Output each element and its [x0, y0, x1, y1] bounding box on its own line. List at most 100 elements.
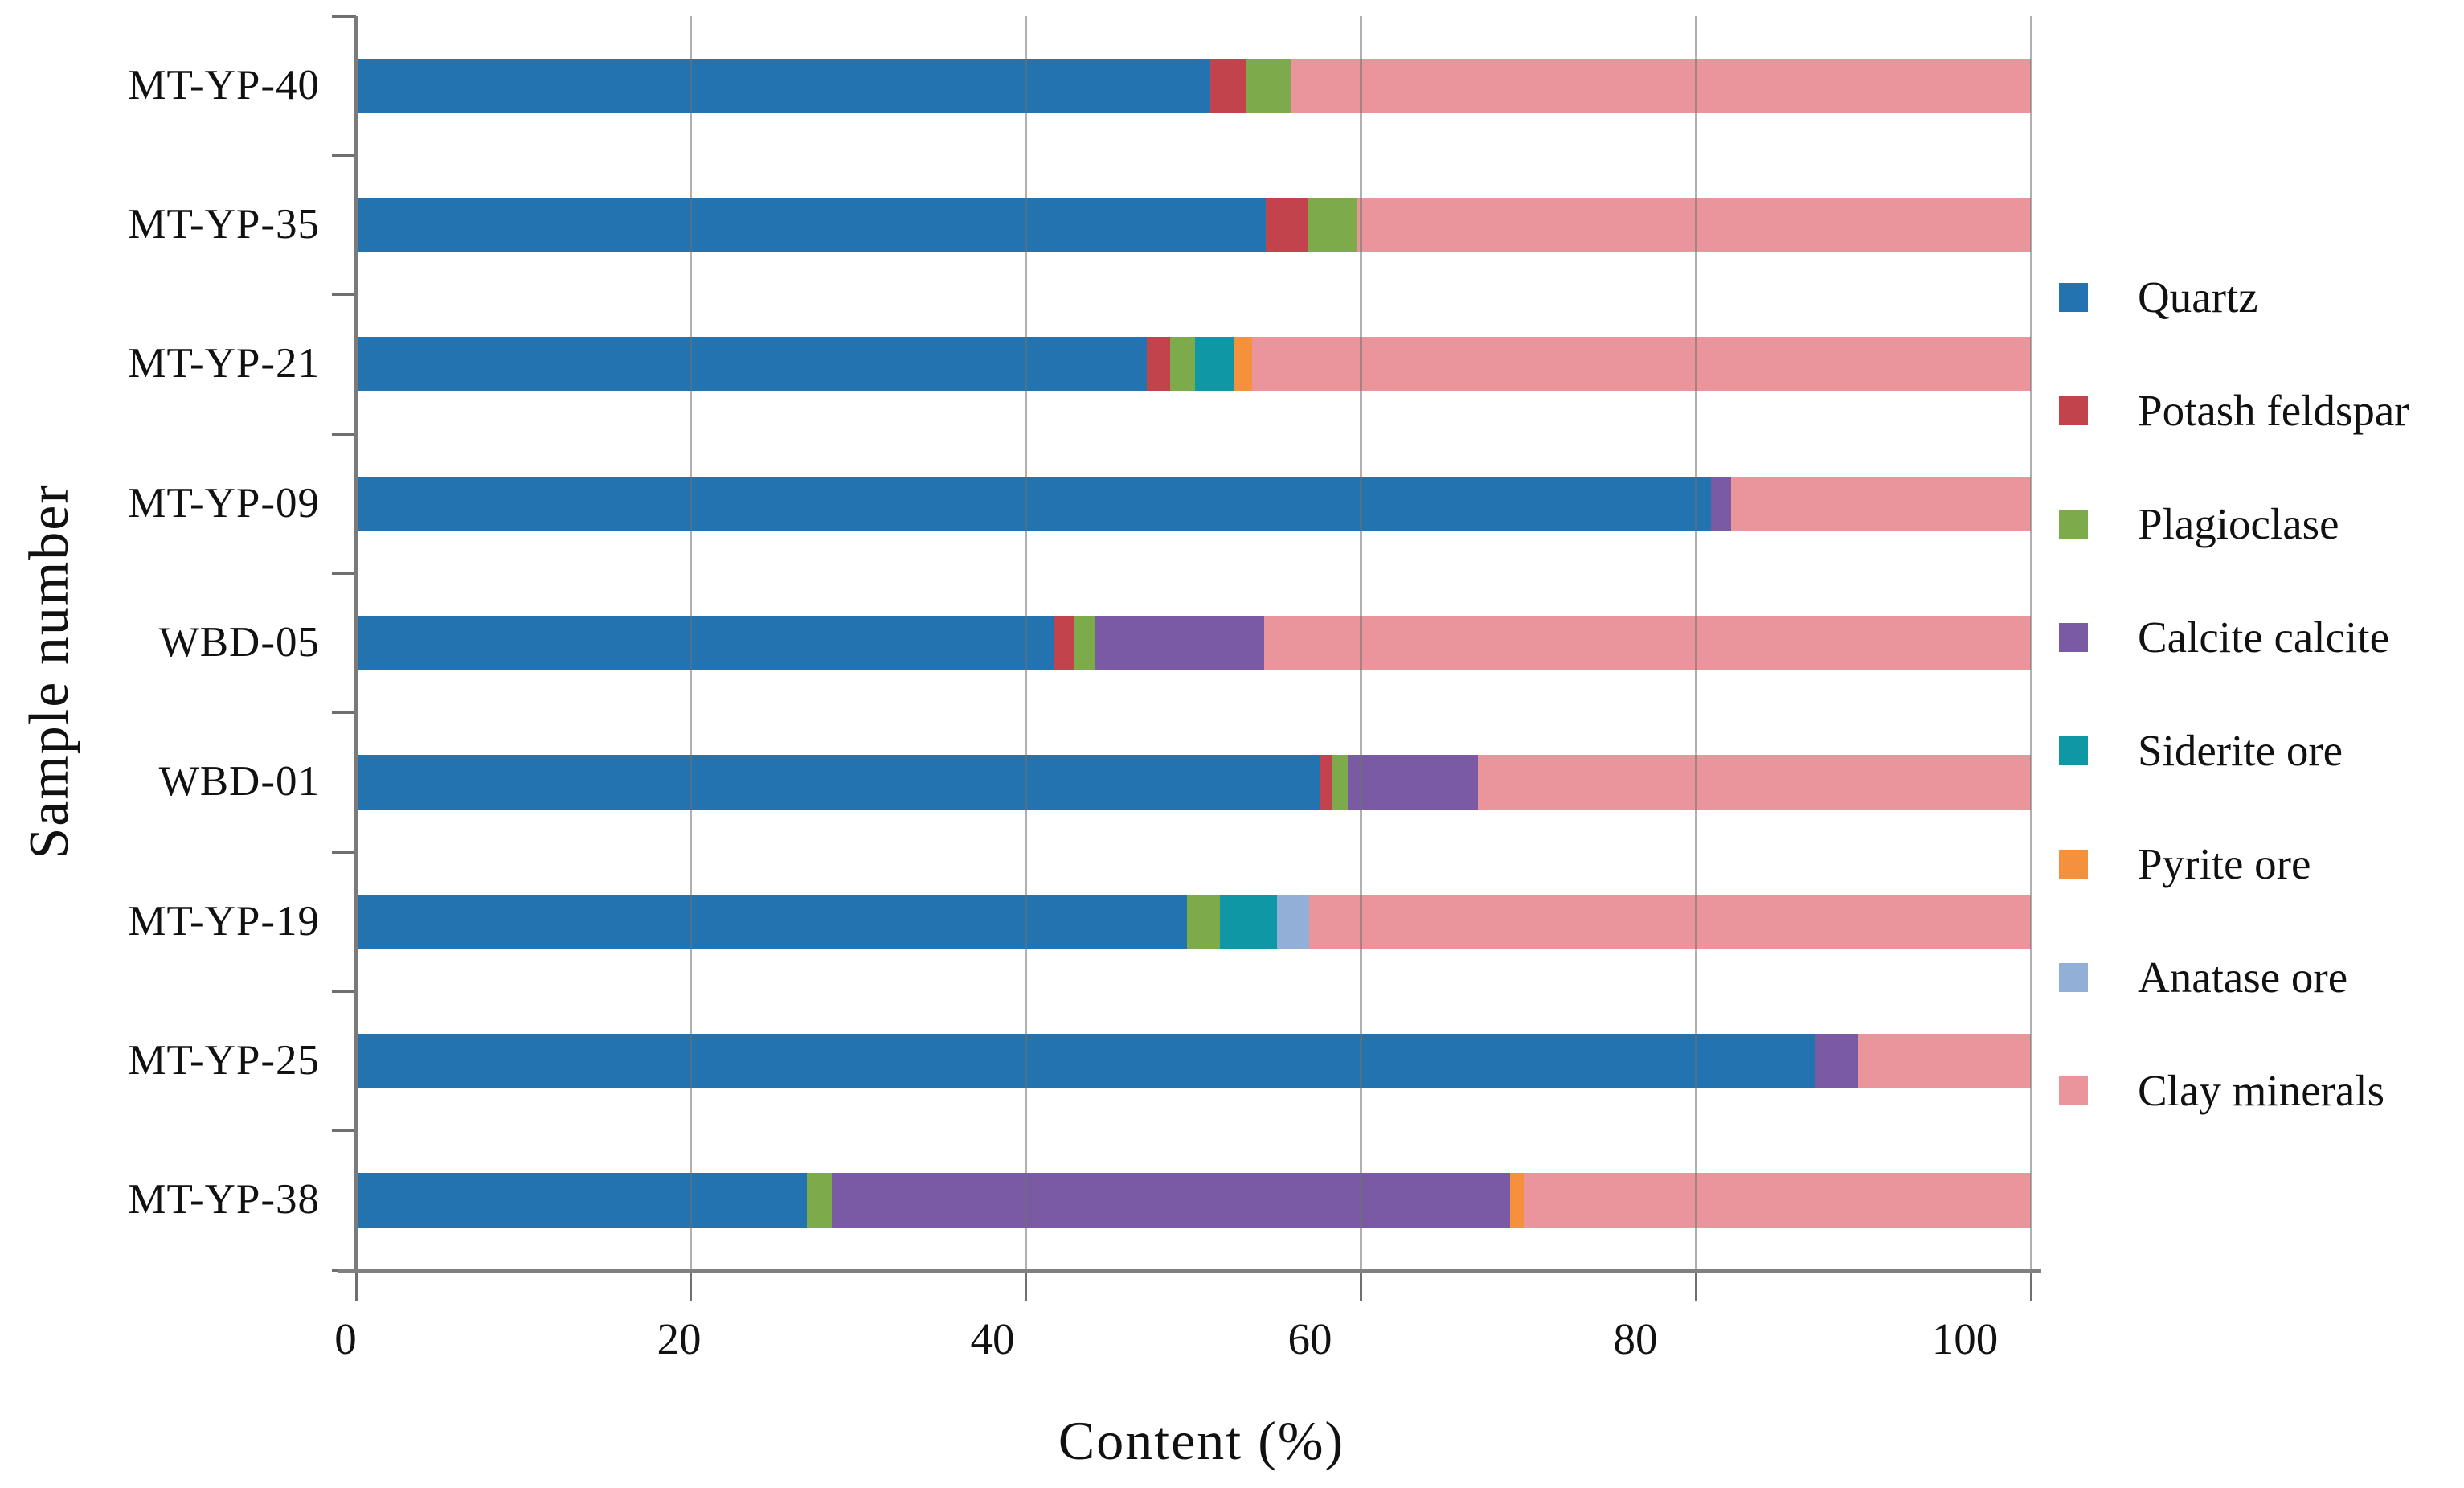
- legend-swatch-anatase-ore: [2059, 963, 2088, 992]
- legend-swatch-potash-feldspar: [2059, 396, 2088, 425]
- category-label-mt-yp-40: MT-YP-40: [128, 61, 320, 109]
- bar-segment-clay-minerals: [1858, 1034, 2031, 1088]
- legend-label: Plagioclase: [2138, 499, 2339, 548]
- bar-segment-calcite-calcite: [1095, 616, 1264, 670]
- y-axis-line: [354, 16, 358, 1273]
- bar-segment-plagioclase: [1074, 616, 1095, 670]
- bar-segment-calcite-calcite: [831, 1173, 1510, 1228]
- legend-label: Siderite ore: [2138, 726, 2343, 775]
- y-tick-mark: [332, 851, 356, 854]
- y-tick-mark: [332, 1129, 356, 1133]
- legend-label: Calcite calcite: [2138, 613, 2390, 662]
- bar-row-mt-yp-19: [356, 894, 2031, 949]
- category-label-wbd-01: WBD-01: [158, 758, 320, 805]
- bar-row-mt-yp-40: [356, 58, 2031, 113]
- bar-segment-clay-minerals: [1730, 476, 2031, 531]
- x-tick-label-100: 100: [1931, 1314, 1999, 1363]
- x-tick-mark-100: [2029, 1270, 2032, 1301]
- bar-segment-quartz: [356, 1034, 1815, 1088]
- y-tick-mark: [332, 154, 356, 157]
- bar-segment-quartz: [356, 894, 1187, 949]
- bar-segment-pyrite-ore: [1234, 337, 1252, 392]
- gridline-80: [1694, 16, 1697, 1270]
- category-label-mt-yp-25: MT-YP-25: [128, 1037, 320, 1084]
- bar-row-mt-yp-35: [356, 198, 2031, 252]
- legend-swatch-quartz: [2059, 283, 2088, 312]
- legend-label: Clay minerals: [2138, 1066, 2385, 1115]
- x-axis-line: [338, 1269, 2041, 1273]
- bar-segment-plagioclase: [806, 1173, 832, 1228]
- bar-segment-clay-minerals: [1263, 616, 2031, 670]
- category-label-mt-yp-35: MT-YP-35: [128, 201, 320, 248]
- bar-segment-potash-feldspar: [1320, 755, 1332, 810]
- y-tick-mark: [332, 293, 356, 297]
- legend-label: Pyrite ore: [2138, 839, 2311, 888]
- bar-segment-calcite-calcite: [1347, 755, 1479, 810]
- y-tick-mark: [332, 432, 356, 436]
- x-axis-title: Content (%): [1058, 1410, 1345, 1471]
- bar-segment-potash-feldspar: [1146, 337, 1170, 392]
- x-tick-label-0: 0: [334, 1314, 357, 1363]
- bar-segment-plagioclase: [1307, 198, 1358, 252]
- bar-segment-clay-minerals: [1478, 755, 2031, 810]
- category-label-mt-yp-38: MT-YP-38: [128, 1176, 320, 1224]
- bar-segment-clay-minerals: [1523, 1173, 2031, 1228]
- x-tick-mark-80: [1694, 1270, 1697, 1301]
- y-tick-mark: [332, 14, 356, 18]
- bar-segment-quartz: [356, 58, 1210, 113]
- gridline-100: [2029, 16, 2032, 1270]
- x-tick-label-80: 80: [1613, 1314, 1658, 1363]
- x-tick-mark-0: [354, 1270, 358, 1301]
- bar-segment-quartz: [356, 1173, 807, 1228]
- bar-segment-plagioclase: [1332, 755, 1348, 810]
- category-label-mt-yp-21: MT-YP-21: [128, 340, 320, 387]
- bar-segment-clay-minerals: [1357, 198, 2031, 252]
- gridline-20: [690, 16, 693, 1270]
- bar-segment-anatase-ore: [1277, 894, 1309, 949]
- bar-segment-calcite-calcite: [1710, 476, 1731, 531]
- x-tick-mark-60: [1359, 1270, 1362, 1301]
- legend-label: Anatase ore: [2138, 953, 2348, 1002]
- bar-segment-plagioclase: [1186, 894, 1221, 949]
- y-tick-mark: [332, 711, 356, 715]
- bar-row-mt-yp-21: [356, 337, 2031, 392]
- x-tick-mark-20: [690, 1270, 693, 1301]
- bar-segment-plagioclase: [1169, 337, 1196, 392]
- y-tick-mark: [332, 572, 356, 575]
- bar-segment-potash-feldspar: [1209, 58, 1246, 113]
- bar-segment-clay-minerals: [1308, 894, 2031, 949]
- bar-segment-plagioclase: [1245, 58, 1291, 113]
- bar-segment-quartz: [356, 476, 1711, 531]
- category-label-mt-yp-09: MT-YP-09: [128, 479, 320, 527]
- legend-swatch-plagioclase: [2059, 510, 2088, 539]
- legend-label: Quartz: [2138, 273, 2258, 322]
- bar-segment-calcite-calcite: [1815, 1034, 1859, 1088]
- legend-swatch-siderite-ore: [2059, 736, 2088, 765]
- bar-segment-potash-feldspar: [1265, 198, 1308, 252]
- x-tick-label-40: 40: [970, 1314, 1015, 1363]
- legend-swatch-clay-minerals: [2059, 1076, 2088, 1105]
- category-label-mt-yp-19: MT-YP-19: [128, 897, 320, 945]
- bar-row-wbd-01: [356, 755, 2031, 810]
- legend-swatch-pyrite-ore: [2059, 850, 2088, 879]
- bar-segment-clay-minerals: [1290, 58, 2031, 113]
- gridline-60: [1359, 16, 1362, 1270]
- x-tick-mark-40: [1025, 1270, 1028, 1301]
- x-tick-label-20: 20: [657, 1314, 702, 1363]
- category-label-wbd-05: WBD-05: [158, 619, 320, 666]
- bar-row-mt-yp-38: [356, 1173, 2031, 1228]
- bar-segment-pyrite-ore: [1509, 1173, 1524, 1228]
- bar-segment-potash-feldspar: [1054, 616, 1075, 670]
- bar-segment-quartz: [356, 337, 1147, 392]
- x-tick-label-60: 60: [1287, 1314, 1332, 1363]
- y-tick-mark: [332, 990, 356, 993]
- bar-segment-quartz: [356, 198, 1266, 252]
- gridline-40: [1025, 16, 1028, 1270]
- legend-label: Potash feldspar: [2138, 386, 2409, 435]
- bar-row-mt-yp-09: [356, 476, 2031, 531]
- legend-swatch-calcite-calcite: [2059, 623, 2088, 652]
- bar-segment-quartz: [356, 755, 1321, 810]
- bar-segment-siderite-ore: [1195, 337, 1234, 392]
- bar-row-mt-yp-25: [356, 1034, 2031, 1088]
